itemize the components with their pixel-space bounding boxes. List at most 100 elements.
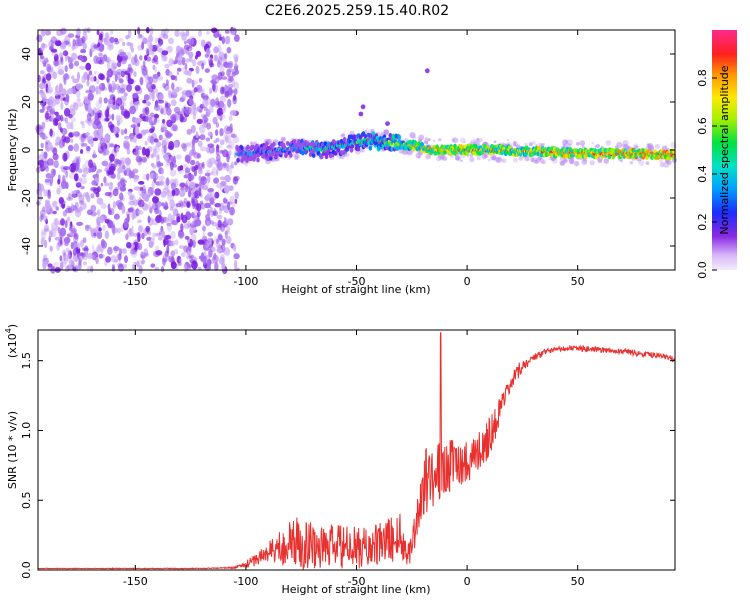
- noise-point: [226, 135, 232, 144]
- noise-point: [122, 54, 126, 63]
- noise-point: [55, 40, 62, 47]
- noise-point: [41, 121, 46, 130]
- noise-point: [211, 167, 218, 176]
- y-tick-label: 1.0: [20, 422, 33, 440]
- noise-point: [82, 42, 87, 50]
- noise-point: [233, 253, 240, 260]
- ridge-point: [350, 143, 355, 149]
- noise-point: [41, 100, 45, 108]
- noise-point: [149, 91, 153, 100]
- noise-point: [161, 106, 168, 116]
- noise-point: [47, 192, 51, 200]
- ridge-halo-point: [494, 157, 500, 163]
- noise-point: [200, 146, 207, 152]
- noise-point: [68, 165, 72, 172]
- ridge-point: [265, 141, 269, 147]
- noise-point: [198, 88, 205, 93]
- noise-point: [184, 58, 192, 62]
- noise-point: [175, 202, 182, 208]
- noise-point: [42, 206, 46, 213]
- ridge-point: [349, 147, 354, 153]
- noise-point: [223, 133, 227, 142]
- noise-point: [93, 55, 99, 64]
- noise-point: [201, 62, 205, 70]
- noise-point: [90, 204, 97, 212]
- noise-point: [40, 92, 46, 99]
- noise-point: [186, 254, 190, 260]
- noise-point: [72, 240, 78, 249]
- noise-point: [182, 66, 186, 75]
- noise-point: [45, 83, 49, 93]
- noise-point: [148, 205, 153, 214]
- noise-point: [185, 49, 190, 55]
- noise-point: [165, 177, 170, 187]
- noise-point: [52, 147, 58, 155]
- noise-point: [191, 79, 195, 88]
- noise-point: [39, 70, 45, 75]
- noise-point: [48, 235, 51, 243]
- noise-point: [190, 37, 197, 47]
- noise-point: [223, 86, 229, 92]
- noise-point: [105, 256, 111, 263]
- noise-point: [162, 187, 170, 194]
- ridge-halo-point: [648, 143, 651, 147]
- noise-point: [169, 161, 174, 171]
- noise-point: [85, 145, 91, 154]
- noise-point: [192, 59, 197, 67]
- noise-point: [193, 209, 198, 219]
- noise-point: [191, 166, 196, 173]
- noise-point: [132, 92, 139, 99]
- noise-point: [125, 34, 130, 40]
- noise-point: [38, 154, 45, 161]
- ridge-halo-point: [541, 159, 547, 165]
- noise-point: [104, 230, 110, 239]
- ridge-halo-point: [281, 136, 286, 142]
- noise-point: [141, 232, 145, 240]
- colorbar-tick-label: 0.2: [696, 213, 709, 231]
- ridge-halo-point: [469, 153, 474, 157]
- noise-point: [209, 104, 214, 114]
- noise-point: [139, 55, 143, 61]
- noise-point: [152, 148, 156, 158]
- ridge-point: [256, 157, 260, 163]
- noise-point: [120, 226, 124, 233]
- noise-point: [78, 261, 82, 270]
- noise-point: [118, 78, 124, 84]
- noise-point: [188, 254, 195, 259]
- x-tick-label: 50: [571, 575, 585, 588]
- noise-point: [204, 172, 211, 177]
- noise-point: [106, 70, 111, 78]
- noise-point: [98, 59, 105, 65]
- noise-point: [63, 236, 71, 244]
- noise-point: [116, 145, 120, 153]
- ridge-halo-point: [528, 142, 533, 147]
- noise-point: [194, 54, 198, 60]
- ridge-halo-point: [452, 137, 459, 144]
- noise-point: [195, 66, 200, 74]
- noise-point: [59, 227, 67, 237]
- noise-point: [173, 155, 176, 164]
- noise-point: [65, 265, 70, 273]
- noise-point: [202, 115, 208, 124]
- noise-point: [225, 218, 232, 224]
- ridge-halo-point: [280, 137, 286, 142]
- noise-point: [55, 206, 59, 211]
- noise-point: [216, 242, 221, 249]
- ridge-point: [371, 131, 376, 137]
- noise-point: [137, 199, 145, 208]
- noise-point: [65, 207, 72, 214]
- noise-point: [50, 42, 54, 50]
- noise-point: [207, 209, 211, 217]
- spectrogram-noise-layer: [35, 26, 240, 275]
- colorbar-ticks: 0.0 0.2 0.4 0.6 0.8: [696, 69, 717, 279]
- noise-point: [228, 68, 236, 73]
- noise-point: [186, 77, 193, 84]
- ridge-halo-point: [349, 130, 355, 136]
- noise-point: [226, 68, 231, 78]
- noise-point: [51, 105, 55, 112]
- noise-point: [44, 201, 51, 211]
- noise-point: [207, 174, 211, 183]
- noise-point: [234, 198, 238, 204]
- noise-point: [205, 196, 209, 203]
- noise-point: [195, 160, 200, 169]
